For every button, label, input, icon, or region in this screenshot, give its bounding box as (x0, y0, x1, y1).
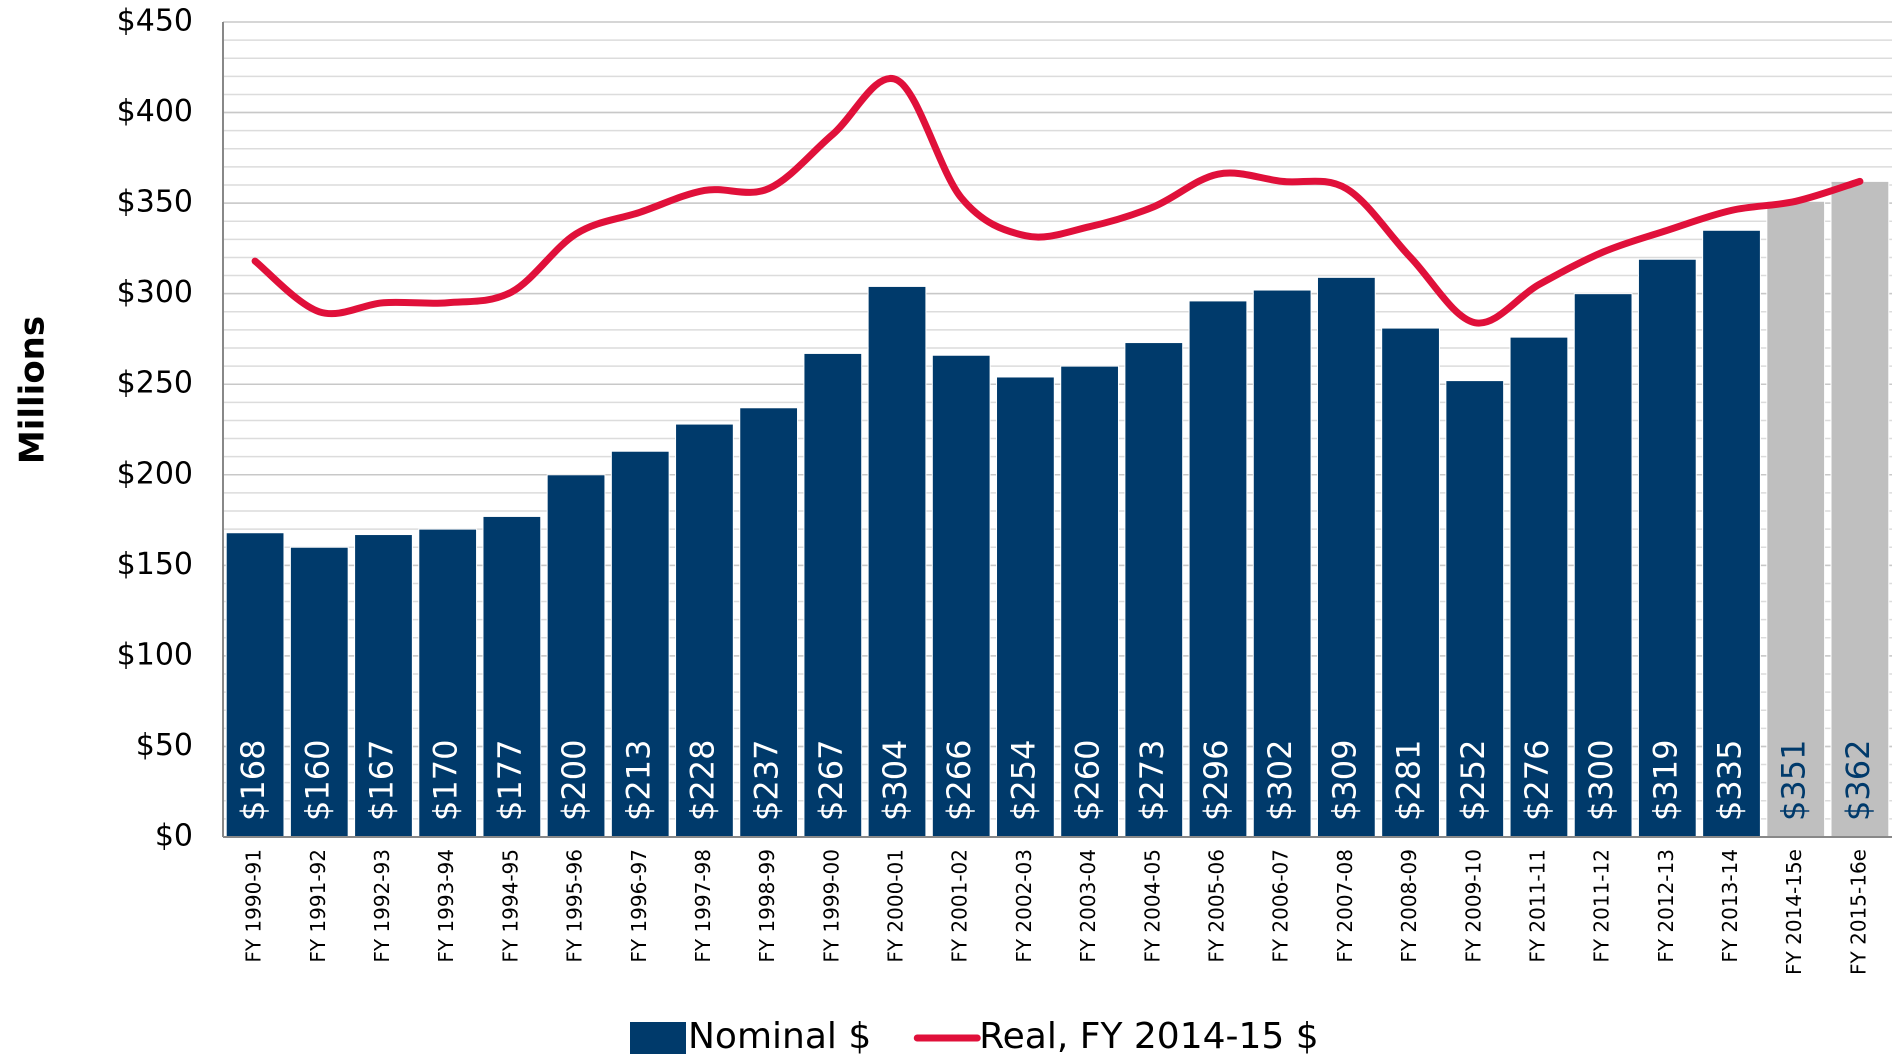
y-axis-label: Millions (13, 316, 53, 464)
x-tick-label: FY 1994-95 (498, 849, 522, 963)
x-tick-label: FY 2002-03 (1012, 849, 1036, 963)
x-tick-label: FY 2009-10 (1461, 849, 1485, 963)
x-tick-label: FY 1992-93 (370, 849, 394, 963)
x-tick-label: FY 2011-11 (1525, 849, 1549, 963)
x-tick-label: FY 2004-05 (1140, 849, 1164, 963)
bar (803, 352, 863, 838)
bar (931, 354, 991, 838)
bar (1188, 300, 1248, 838)
value-label: $296 (1197, 740, 1235, 821)
bar (225, 532, 285, 838)
bar (1060, 365, 1119, 838)
value-label: $304 (876, 740, 914, 821)
value-label: $335 (1711, 740, 1749, 821)
legend-label: Nominal $ (688, 1016, 871, 1057)
y-tick-label: $350 (117, 185, 193, 220)
x-tick-label: FY 2012-13 (1654, 849, 1678, 963)
value-label: $160 (298, 740, 336, 821)
x-tick-label: FY 2007-08 (1333, 849, 1357, 963)
bar (675, 423, 734, 838)
x-tick-label: FY 1997-98 (691, 849, 715, 963)
value-label: $276 (1518, 740, 1556, 821)
x-tick-label: FY 1995-96 (563, 849, 587, 963)
x-tick-label: FY 2015-16e (1846, 849, 1870, 975)
bar (354, 534, 413, 838)
x-tick-label: FY 2011-12 (1590, 849, 1614, 963)
value-label: $237 (748, 740, 786, 821)
y-tick-label: $300 (117, 275, 193, 310)
x-tick-label: FY 2005-06 (1204, 849, 1228, 963)
value-label: $319 (1646, 740, 1684, 821)
legend-label: Real, FY 2014-15 $ (979, 1016, 1318, 1057)
y-tick-label: $100 (117, 637, 193, 672)
x-tick-label: FY 1999-00 (819, 849, 843, 963)
value-label: $260 (1069, 740, 1107, 821)
value-label: $273 (1133, 740, 1171, 821)
line (251, 74, 1864, 327)
legend: Nominal $ Real, FY 2014-15 $ (630, 1016, 1319, 1057)
bar (1509, 336, 1569, 838)
y-tick-label: $50 (136, 728, 193, 763)
value-label: $267 (812, 740, 850, 821)
bar (482, 515, 542, 838)
legend-swatch (630, 1022, 686, 1054)
y-tick-label: $0 (155, 819, 193, 854)
value-label: $170 (427, 740, 465, 821)
bar (1445, 380, 1505, 838)
x-tick-label: FY 2008-09 (1397, 849, 1421, 963)
bar (1573, 293, 1633, 838)
bar (1316, 276, 1376, 838)
bar (1637, 258, 1697, 838)
value-label: $254 (1004, 740, 1042, 821)
y-tick-label: $150 (117, 547, 193, 582)
x-tick-label: FY 1998-99 (755, 849, 779, 963)
bar (867, 285, 927, 838)
x-tick-label: FY 2006-07 (1269, 849, 1293, 963)
bar (1830, 180, 1890, 838)
value-label: $362 (1839, 740, 1877, 821)
x-tick-label: FY 1990-91 (242, 849, 266, 963)
value-label: $302 (1261, 740, 1299, 821)
x-tick-label: FY 2003-04 (1076, 849, 1100, 963)
value-label: $300 (1582, 740, 1620, 821)
value-label: $177 (491, 740, 529, 821)
x-tick-label: FY 1993-94 (434, 849, 458, 963)
value-label: $351 (1775, 740, 1813, 821)
bar (289, 546, 349, 838)
bar (418, 528, 478, 838)
y-tick-label: $250 (117, 366, 193, 401)
value-label: $200 (555, 740, 593, 821)
bar (1124, 342, 1184, 838)
bar (1381, 327, 1440, 838)
x-tick-label: FY 1991-92 (306, 849, 330, 963)
bar (610, 450, 670, 838)
y-tick-label: $400 (117, 94, 193, 129)
x-tick-label: FY 2001-02 (948, 849, 972, 963)
value-label: $266 (940, 740, 978, 821)
bar (1702, 229, 1761, 838)
bar (546, 474, 606, 838)
bar (1252, 289, 1312, 838)
value-label: $167 (362, 740, 400, 821)
value-label: $168 (234, 740, 272, 821)
value-label: $252 (1454, 740, 1492, 821)
y-tick-label: $200 (117, 456, 193, 491)
bar (996, 376, 1055, 838)
value-label: $228 (683, 740, 721, 821)
value-label: $309 (1325, 740, 1363, 821)
y-tick-label: $450 (117, 4, 193, 39)
x-tick-label: FY 2013-14 (1718, 849, 1742, 963)
x-tick-label: FY 2014-15e (1782, 849, 1806, 975)
x-tick-label: FY 2000-01 (884, 849, 908, 963)
value-label: $213 (619, 740, 657, 821)
bar (739, 407, 799, 838)
x-tick-label: FY 1996-97 (627, 849, 651, 963)
value-label: $281 (1390, 740, 1428, 821)
